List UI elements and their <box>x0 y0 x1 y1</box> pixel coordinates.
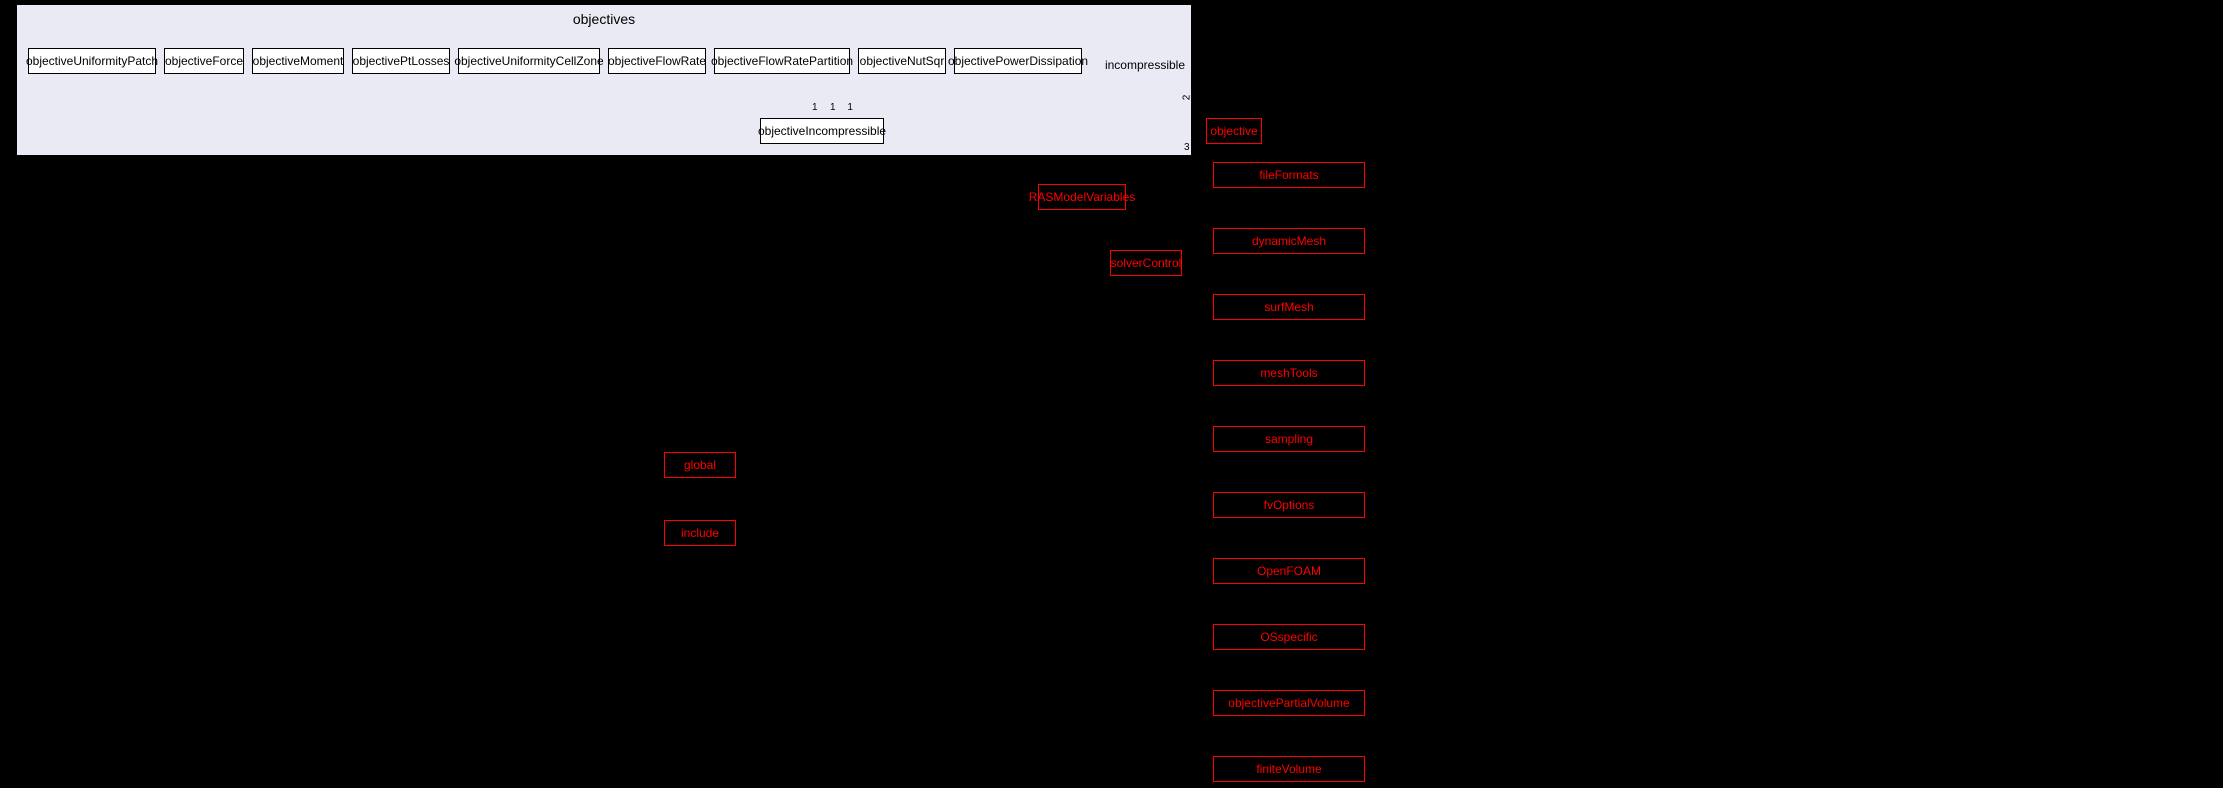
node-objectiveFlowRate[interactable]: objectiveFlowRate <box>608 48 706 74</box>
cluster-edge-count-top: 2 <box>1181 95 1192 101</box>
edge-label: 1 <box>812 102 818 113</box>
dependency-diagram: objectives incompressible objectiveUnifo… <box>0 0 2223 788</box>
node-objectivePartialVolume[interactable]: objectivePartialVolume <box>1213 690 1365 716</box>
node-OpenFOAM[interactable]: OpenFOAM <box>1213 558 1365 584</box>
node-objectiveForce[interactable]: objectiveForce <box>164 48 244 74</box>
node-objectivePtLosses[interactable]: objectivePtLosses <box>352 48 450 74</box>
node-OSspecific[interactable]: OSspecific <box>1213 624 1365 650</box>
cluster-objectives: objectives <box>16 4 1192 156</box>
node-meshTools[interactable]: meshTools <box>1213 360 1365 386</box>
node-finiteVolume[interactable]: finiteVolume <box>1213 756 1365 782</box>
cluster-edge-count-bottom: 3 <box>1184 142 1190 153</box>
node-solverControl[interactable]: solverControl <box>1110 250 1182 276</box>
cluster-title: objectives <box>17 11 1191 27</box>
node-objectiveMoment[interactable]: objectiveMoment <box>252 48 344 74</box>
node-fileFormats[interactable]: fileFormats <box>1213 162 1365 188</box>
node-objectiveNutSqr[interactable]: objectiveNutSqr <box>858 48 946 74</box>
node-fvOptions[interactable]: fvOptions <box>1213 492 1365 518</box>
edge-label: 1 <box>830 102 836 113</box>
node-objective[interactable]: objective <box>1206 118 1262 144</box>
node-sampling[interactable]: sampling <box>1213 426 1365 452</box>
node-objectivePowerDissipation[interactable]: objectivePowerDissipation <box>954 48 1082 74</box>
cluster-label-incompressible: incompressible <box>1090 55 1200 75</box>
node-global[interactable]: global <box>664 452 736 478</box>
node-surfMesh[interactable]: surfMesh <box>1213 294 1365 320</box>
node-objectiveFlowRatePartition[interactable]: objectiveFlowRatePartition <box>714 48 850 74</box>
node-dynamicMesh[interactable]: dynamicMesh <box>1213 228 1365 254</box>
node-objectiveIncompressible[interactable]: objectiveIncompressible <box>760 118 884 144</box>
node-RASModelVariables[interactable]: RASModelVariables <box>1038 184 1126 210</box>
node-objectiveUniformityCellZone[interactable]: objectiveUniformityCellZone <box>458 48 600 74</box>
edge-label: 1 <box>847 102 853 113</box>
node-objectiveUniformityPatch[interactable]: objectiveUniformityPatch <box>28 48 156 74</box>
node-include[interactable]: include <box>664 520 736 546</box>
